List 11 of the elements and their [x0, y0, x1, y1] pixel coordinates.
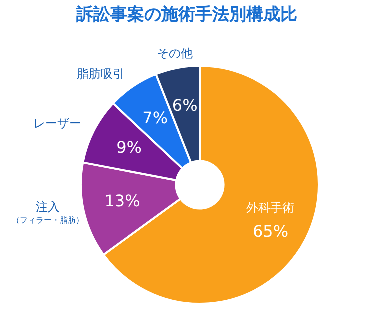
chart-title: 訴訟事案の施術手法別構成比: [75, 4, 298, 27]
data-label: 9%: [116, 138, 142, 158]
slice-label: 注入（フィラー・脂肪）: [12, 200, 84, 226]
slice-label: 脂肪吸引: [77, 67, 126, 82]
slice-label: レーザー: [33, 116, 82, 131]
data-label: 6%: [172, 96, 198, 116]
data-label: 13%: [104, 191, 140, 210]
slice-label: その他: [157, 46, 194, 60]
data-label: 65%: [252, 222, 289, 242]
data-label: 7%: [142, 108, 168, 128]
slice-label: 外科手術: [246, 201, 295, 216]
